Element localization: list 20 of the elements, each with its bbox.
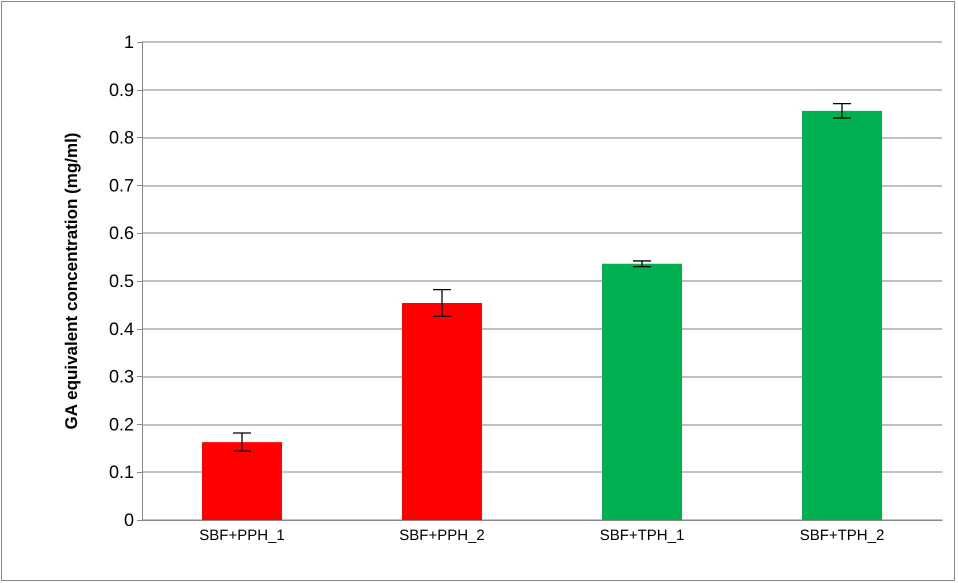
y-tick-label: 0.4: [108, 318, 134, 339]
y-tick-label: 0.1: [108, 462, 134, 482]
bar: [602, 264, 682, 520]
x-tick-label: SBF+TPH_2: [800, 527, 884, 544]
x-tick-label: SBF+PPH_2: [399, 527, 485, 544]
x-tick-label: SBF+TPH_1: [600, 527, 684, 544]
y-tick-label: 0: [124, 510, 134, 530]
y-tick-label: 0.5: [108, 271, 134, 291]
y-axis-title: GA equivalent concentration (mg/ml): [62, 132, 81, 430]
bar: [202, 442, 282, 520]
y-tick-label: 1: [124, 32, 134, 52]
bar: [402, 302, 482, 520]
y-tick-label: 0.6: [108, 223, 134, 244]
y-tick-label: 0.9: [108, 80, 134, 100]
x-tick-label: SBF+PPH_1: [199, 527, 285, 544]
y-tick-label: 0.8: [108, 128, 134, 148]
y-tick-label: 0.2: [108, 414, 134, 434]
y-tick-label: 0.3: [108, 366, 134, 387]
bar: [802, 110, 882, 520]
y-tick-label: 0.7: [108, 175, 134, 196]
